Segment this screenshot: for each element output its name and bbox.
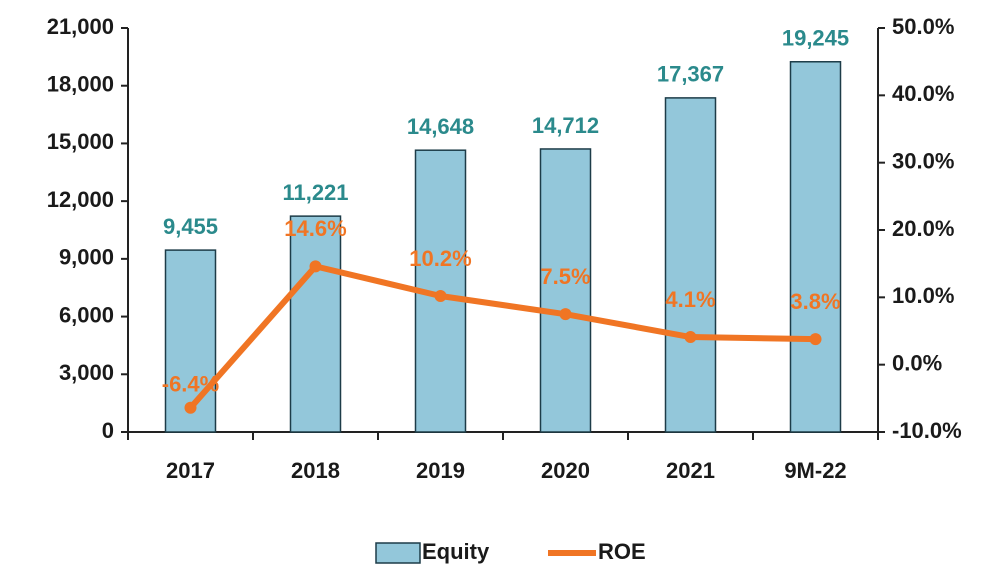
y2-tick-label: 50.0% bbox=[892, 14, 954, 39]
line-value-label: 3.8% bbox=[790, 289, 840, 314]
legend-label: Equity bbox=[422, 539, 490, 564]
bar-value-label: 11,221 bbox=[282, 180, 348, 205]
line-value-label: 4.1% bbox=[665, 287, 715, 312]
x-tick-label: 2018 bbox=[291, 458, 340, 483]
line-value-label: 10.2% bbox=[409, 246, 471, 271]
bar bbox=[664, 97, 717, 433]
x-tick-label: 2017 bbox=[166, 458, 215, 483]
bar-value-label: 14,712 bbox=[532, 113, 599, 138]
y2-tick-label: 10.0% bbox=[892, 283, 954, 308]
y-tick-label: 12,000 bbox=[47, 187, 114, 212]
line-value-label: 14.6% bbox=[284, 216, 346, 241]
line-point bbox=[184, 401, 197, 414]
y2-tick-label: 0.0% bbox=[892, 350, 942, 375]
y-tick-label: 0 bbox=[102, 418, 114, 443]
bar bbox=[164, 249, 217, 433]
line-value-label: -6.4% bbox=[162, 372, 219, 397]
legend-item: Equity bbox=[375, 539, 490, 564]
y-tick-label: 3,000 bbox=[59, 360, 114, 385]
bar-value-label: 9,455 bbox=[163, 214, 218, 239]
bar-value-label: 19,245 bbox=[782, 26, 849, 51]
y2-tick-label: 40.0% bbox=[892, 81, 954, 106]
y-tick-label: 6,000 bbox=[59, 302, 114, 327]
legend-item: ROE bbox=[548, 539, 646, 564]
y2-tick-label: 30.0% bbox=[892, 148, 954, 173]
line-point bbox=[434, 289, 447, 302]
line-point bbox=[309, 260, 322, 273]
line-point bbox=[809, 333, 822, 346]
line-value-label: 7.5% bbox=[540, 264, 590, 289]
y2-tick-label: 20.0% bbox=[892, 216, 954, 241]
line bbox=[188, 263, 816, 410]
line-point bbox=[559, 308, 572, 321]
legend-label: ROE bbox=[598, 539, 646, 564]
y-tick-label: 9,000 bbox=[59, 245, 114, 270]
bar-value-label: 14,648 bbox=[407, 114, 474, 139]
y-tick-label: 18,000 bbox=[47, 72, 114, 97]
bar bbox=[789, 61, 842, 433]
bar-value-label: 17,367 bbox=[657, 62, 724, 87]
x-tick-label: 2019 bbox=[416, 458, 465, 483]
y-tick-label: 21,000 bbox=[47, 14, 114, 39]
y-tick-label: 15,000 bbox=[47, 129, 114, 154]
legend-swatch bbox=[375, 542, 421, 564]
bar bbox=[289, 215, 342, 433]
x-tick-label: 9M-22 bbox=[784, 458, 846, 483]
y2-tick-label: -10.0% bbox=[892, 418, 962, 443]
x-tick-label: 2020 bbox=[541, 458, 590, 483]
line-point bbox=[684, 331, 697, 344]
bar bbox=[539, 148, 592, 433]
x-tick-label: 2021 bbox=[666, 458, 715, 483]
